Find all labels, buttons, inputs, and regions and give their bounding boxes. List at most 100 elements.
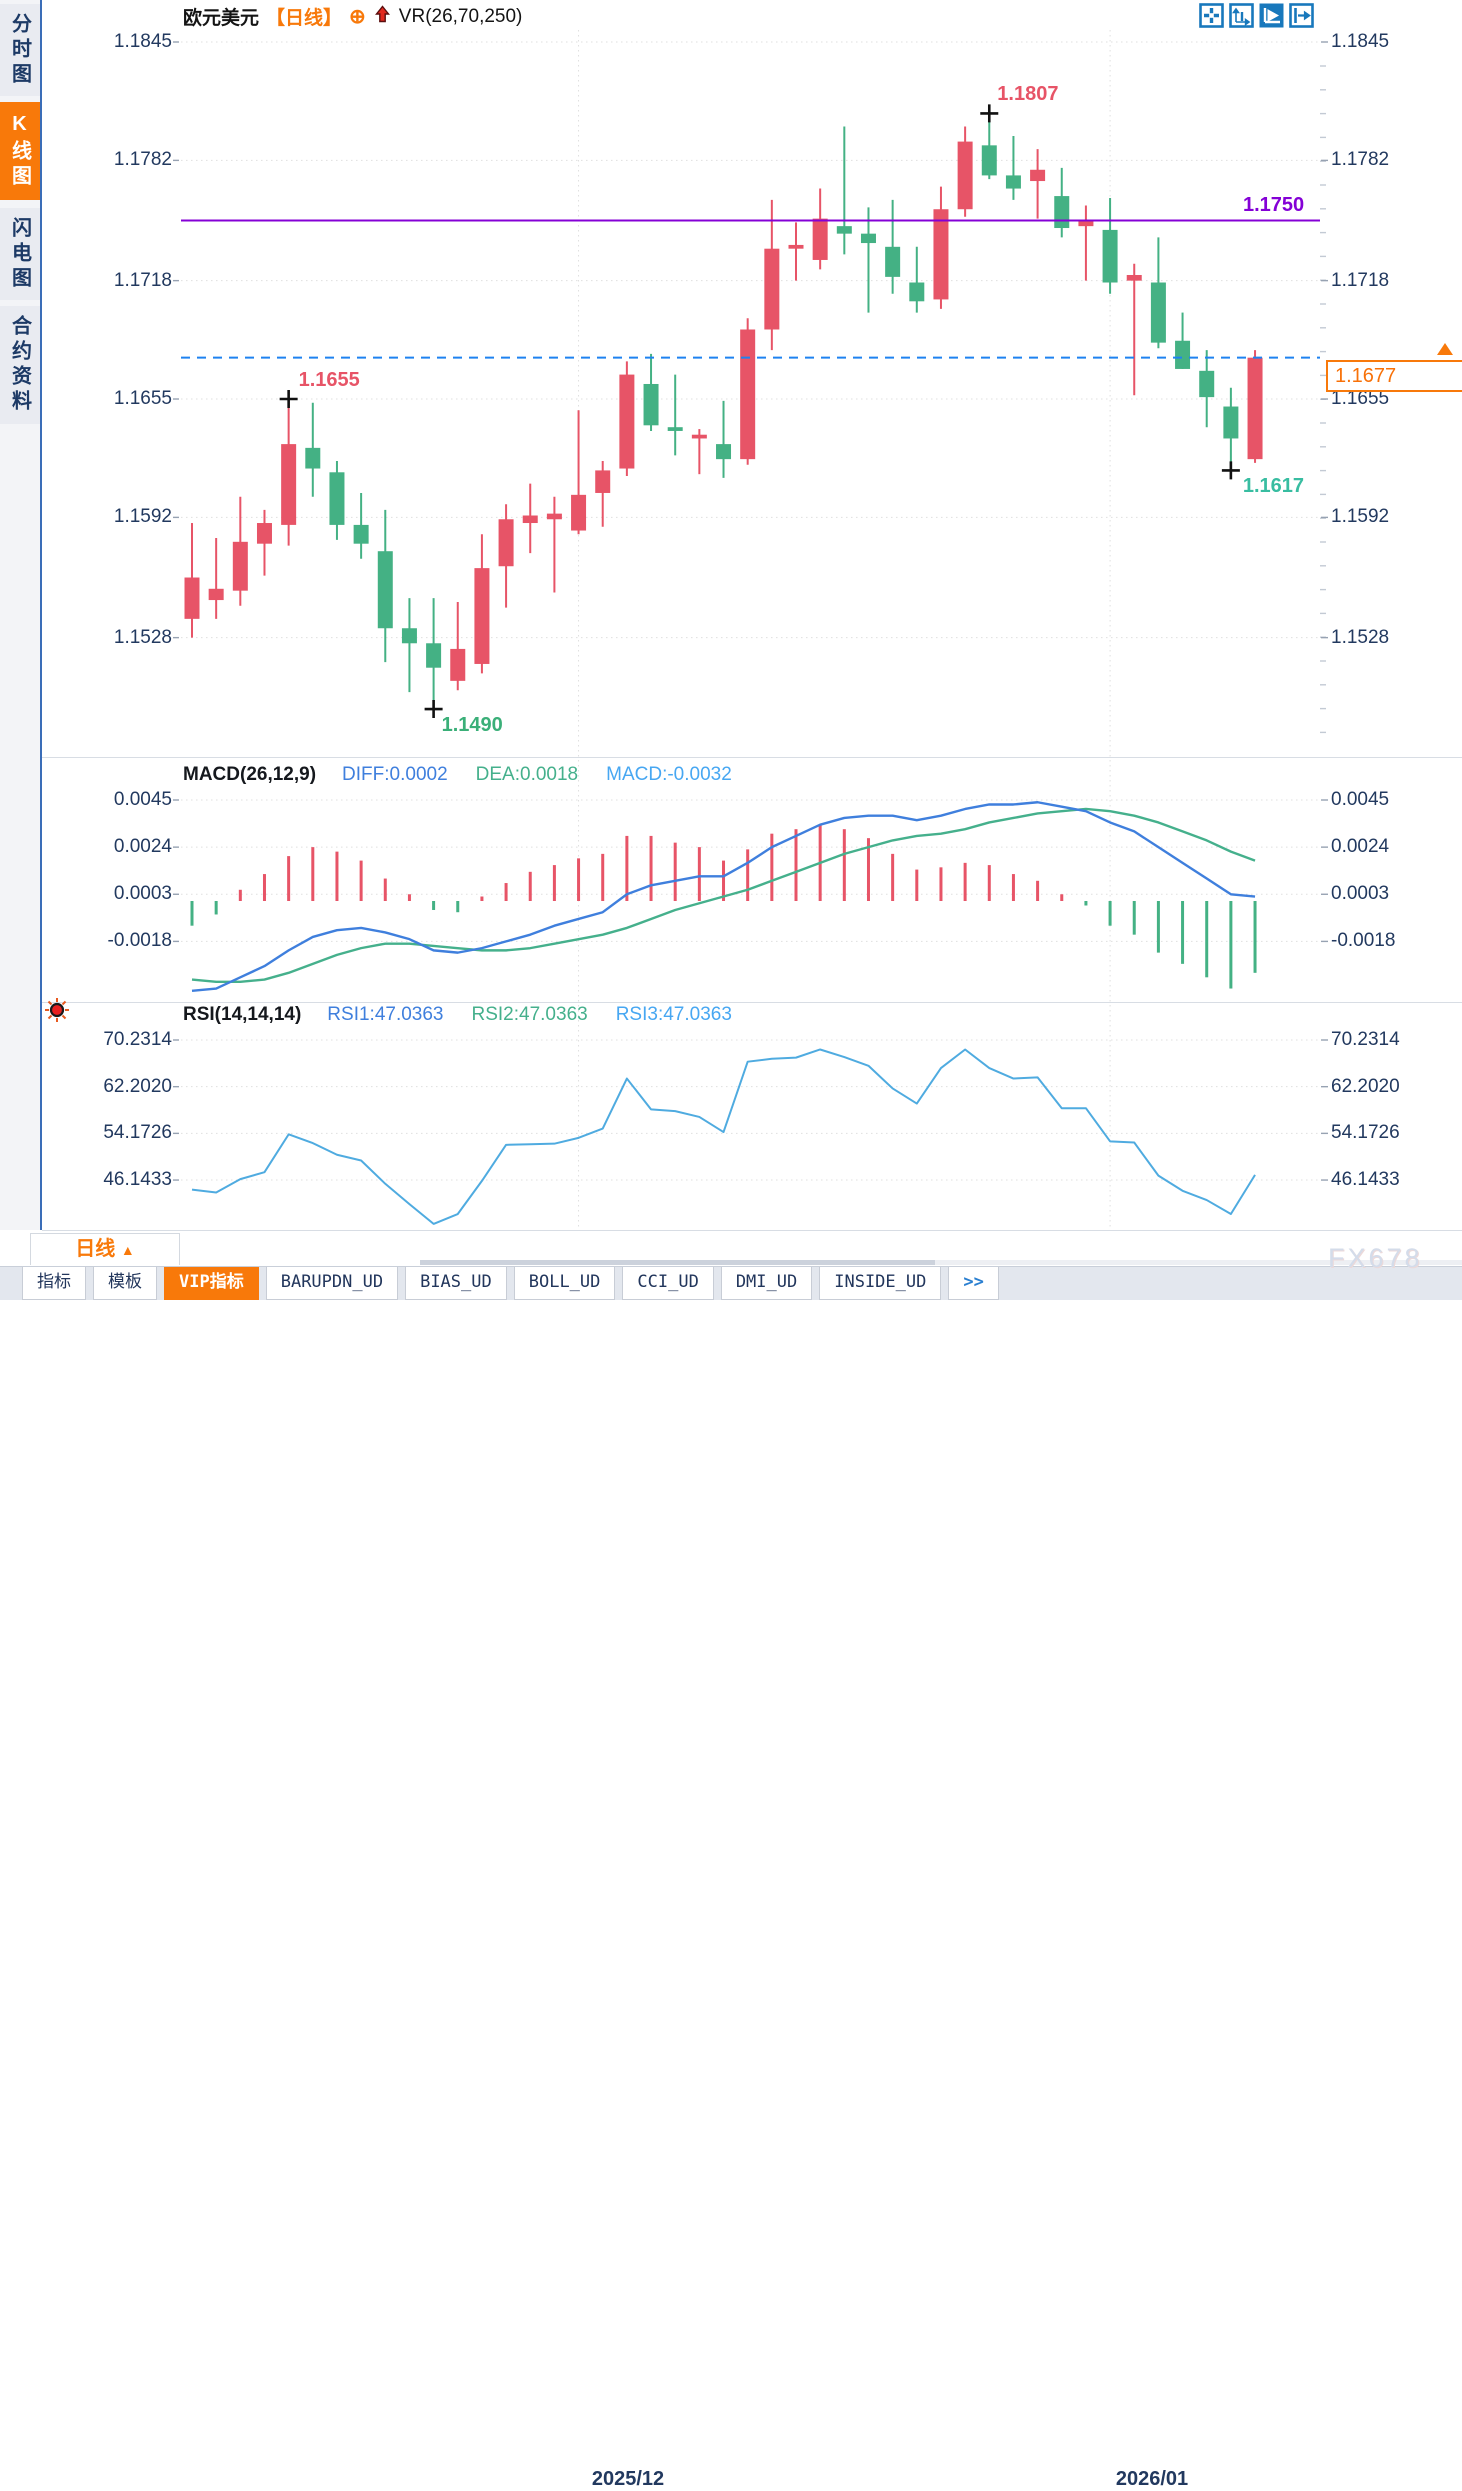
macd-bar (1205, 901, 1209, 978)
macd-bar (1253, 901, 1257, 973)
macd-bar (1036, 880, 1040, 901)
price-tick-label: 46.1433 (103, 1169, 172, 1191)
macd-header: MACD(26,12,9) DIFF:0.0002 DEA:0.0018 MACD:-… (183, 764, 732, 786)
candle-body (716, 444, 732, 460)
sidebar-item-2[interactable]: K线图 (0, 102, 40, 200)
candle-body (232, 541, 248, 591)
candle-body (909, 282, 925, 302)
macd-bar (963, 862, 967, 901)
rsi1-value: RSI1:47.0363 (327, 1004, 444, 1025)
indicator-tab-5[interactable]: BIAS_UD (405, 1267, 507, 1300)
macd-bar (794, 829, 798, 901)
candle-body (885, 246, 901, 277)
extreme-cross-marker (279, 390, 298, 409)
macd-diff-value: DIFF:0.0002 (342, 764, 448, 785)
sidebar-item-3[interactable]: 闪电图 (0, 208, 40, 300)
macd-bar (697, 847, 701, 901)
left-sidebar: 分时图 K线图闪电图合约资料 (0, 0, 42, 1230)
brand-watermark: FX678 (1328, 1243, 1423, 1273)
macd-bar (214, 901, 218, 915)
macd-bar (1156, 901, 1160, 953)
diff-line (191, 801, 1256, 992)
macd-bar (311, 847, 315, 901)
indicator-tab-1[interactable]: 指标 (22, 1267, 86, 1300)
axis-play-icon[interactable] (1259, 3, 1284, 28)
dea-line (191, 807, 1256, 983)
price-tick-label: 62.2020 (103, 1075, 172, 1097)
sidebar-item-4[interactable]: 合约资料 (0, 306, 40, 424)
macd-bar (528, 871, 532, 901)
indicator-tab-7[interactable]: CCI_UD (622, 1267, 714, 1300)
candle-body (860, 233, 876, 244)
candle-body (377, 551, 393, 629)
candle-body (401, 628, 417, 644)
indicator-tab-8[interactable]: DMI_UD (720, 1267, 813, 1300)
candle-body (1126, 274, 1142, 281)
indicator-settings-icon[interactable] (44, 997, 70, 1028)
candle-body (933, 209, 949, 300)
candle-body (208, 588, 224, 601)
chart-topbar: 欧元美元 【日线】 ⊕ VR(26,70,250) (42, 0, 1462, 30)
candle-body (305, 447, 321, 469)
sidebar-item-1[interactable]: 分时图 (0, 4, 40, 96)
candle-body (788, 244, 804, 249)
panel-separator (42, 1002, 1462, 1003)
chart-canvas[interactable] (0, 0, 1462, 1300)
extreme-cross-marker (424, 700, 443, 719)
price-tick-label: 1.1845 (1331, 31, 1390, 52)
candle-body (619, 374, 635, 469)
axis-pan-icon[interactable] (1289, 3, 1314, 28)
price-extreme-label: 1.1617 (1242, 475, 1305, 498)
period-selector-button[interactable]: 日线 ▲ (30, 1233, 180, 1265)
candle-body (812, 218, 828, 260)
indicator-tab-4[interactable]: BARUPDN_UD (265, 1267, 399, 1300)
tab-scrollbar[interactable] (420, 1260, 1462, 1265)
x-axis-date-label: 2025/12 (591, 2468, 665, 2490)
macd-title: MACD(26,12,9) (183, 764, 317, 785)
price-extreme-label: 1.1490 (441, 714, 503, 737)
price-tick-label: 1.1592 (113, 506, 172, 528)
price-tick-label: 0.0024 (1331, 836, 1390, 858)
macd-bar (649, 835, 653, 901)
candle-body (740, 329, 756, 460)
period-tag[interactable]: 【日线】 (266, 8, 343, 29)
x-axis-date-label: 2026/01 (1115, 2468, 1189, 2490)
price-tick-label: 0.0045 (113, 789, 172, 810)
price-tick-label: 54.1726 (1331, 1122, 1400, 1144)
add-indicator-icon[interactable]: ⊕ (349, 6, 366, 28)
more-tabs-button[interactable]: >> (948, 1267, 999, 1300)
price-extreme-label: 1.1807 (997, 83, 1059, 106)
candle-body (498, 519, 514, 567)
price-tick-label: 1.1782 (113, 149, 172, 171)
candle-body (691, 434, 707, 439)
macd-bar (262, 874, 266, 901)
price-tick-label: 0.0045 (1331, 789, 1390, 810)
macd-bar (987, 865, 991, 901)
indicator-tab-9[interactable]: INSIDE_UD (819, 1267, 942, 1300)
candle-body (764, 248, 780, 330)
price-up-arrow-icon (1437, 342, 1453, 355)
tab-scrollbar-thumb[interactable] (420, 1260, 935, 1265)
macd-bar (1181, 901, 1185, 964)
price-tick-label: 1.1845 (113, 31, 172, 52)
macd-bar (1108, 901, 1112, 926)
macd-bar (1132, 901, 1136, 935)
candle-body (184, 577, 200, 619)
candle-body (667, 427, 683, 431)
panel-separator (42, 757, 1462, 758)
candle-body (957, 141, 973, 210)
resistance-line-label: 1.1750 (1243, 193, 1305, 216)
macd-bar (939, 867, 943, 901)
macd-hist-value: MACD:-0.0032 (606, 764, 732, 785)
candle-body (522, 515, 538, 524)
current-price-box: 1.1677 (1326, 359, 1462, 392)
extreme-cross-marker (1221, 461, 1240, 480)
candle-body (1247, 357, 1263, 460)
candle-body (450, 648, 466, 681)
macd-bar (673, 842, 677, 901)
macd-bar (1084, 901, 1088, 906)
price-tick-label: 1.1655 (113, 388, 172, 409)
crosshair-move-icon[interactable] (1199, 3, 1224, 28)
axis-zoom-icon[interactable] (1229, 3, 1254, 28)
macd-bar (407, 894, 411, 901)
